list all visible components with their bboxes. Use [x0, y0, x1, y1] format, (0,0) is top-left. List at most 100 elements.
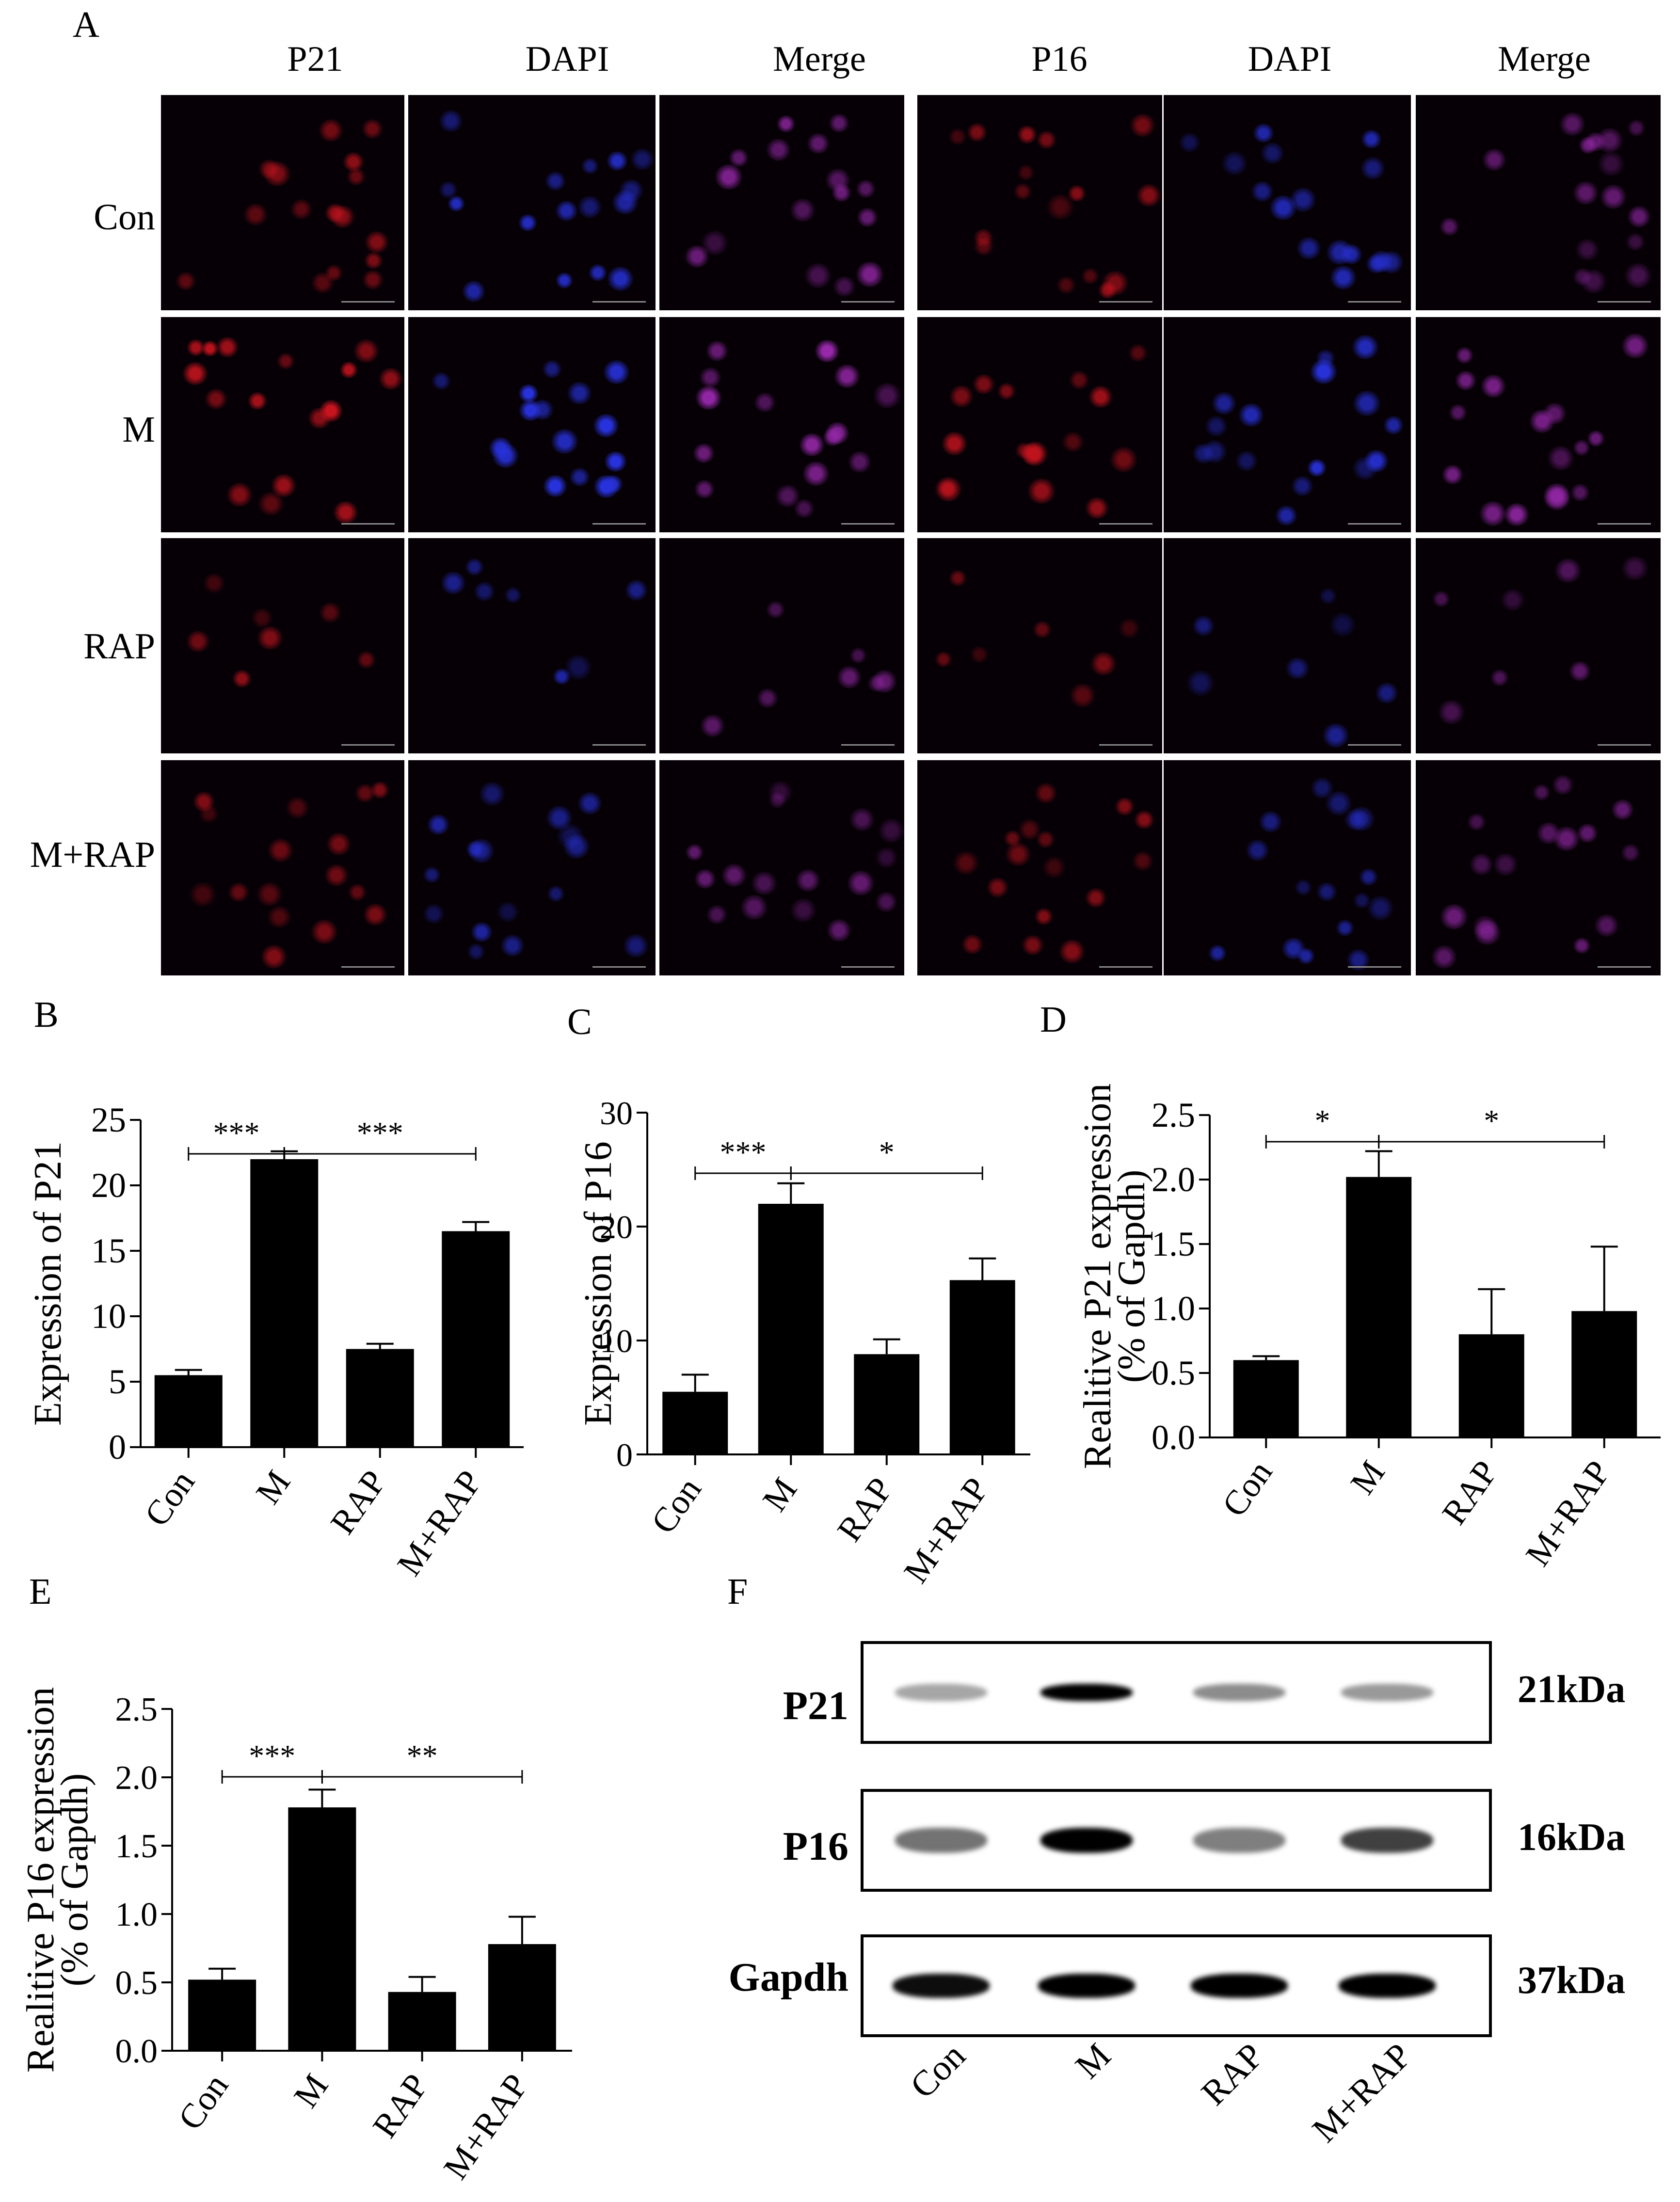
blot-label-p21: P21 [783, 1683, 848, 1728]
chart-c-x-tick-label: RAP [830, 1470, 900, 1548]
blot-band-gapdh-2 [1038, 1974, 1135, 1998]
chart-c-sig-label: * [879, 1135, 895, 1169]
micrograph-rap-col-4 [917, 538, 1162, 753]
kda-37: 37kDa [1518, 1959, 1626, 2002]
blot-band-p16-1 [895, 1828, 987, 1853]
chart-d-sig-label: * [1315, 1103, 1330, 1138]
chart-b-y-tick-label: 25 [91, 1101, 126, 1139]
panel-letter-d: D [1040, 999, 1067, 1040]
chart-c-y-tick-label: 30 [600, 1095, 633, 1132]
chart-c-sig-label: *** [720, 1135, 767, 1169]
micrograph-con-col-6 [1416, 95, 1661, 310]
col-header-p21: P21 [287, 39, 343, 79]
blot-strip-gapdh [861, 1934, 1492, 2037]
blot-band-p16-2 [1040, 1828, 1133, 1853]
chart-b-y-tick-label: 20 [91, 1166, 126, 1205]
chart-c-bar-3 [949, 1280, 1015, 1454]
chart-b-y-tick-label: 10 [91, 1297, 126, 1336]
chart-b-y-tick-label: 0 [109, 1428, 126, 1467]
chart-d-bar-0 [1233, 1360, 1299, 1437]
micrograph-rap-col-1 [161, 538, 404, 753]
chart-b-sig-label: *** [213, 1116, 260, 1150]
chart-b-bar-1 [250, 1159, 319, 1447]
blot-band-gapdh-4 [1339, 1974, 1436, 1998]
chart-d-bar-1 [1346, 1177, 1412, 1437]
chart-e-y-tick-label: 2.0 [115, 1759, 158, 1797]
col-header-dapi-1: DAPI [525, 39, 609, 79]
micrograph-con-col-2 [408, 95, 656, 310]
kda-21: 21kDa [1518, 1668, 1626, 1711]
kda-16: 16kDa [1518, 1816, 1626, 1859]
panel-letter-f: F [727, 1571, 748, 1612]
chart-d-y-tick-label: 0.0 [1152, 1418, 1195, 1457]
chart-b-x-tick-label: M+RAP [389, 1463, 489, 1582]
chart-e-y-tick-label: 2.5 [115, 1691, 158, 1728]
chart-c-y-axis-label: Expression of P16 [577, 1141, 620, 1426]
chart-e-x-tick-label: RAP [365, 2067, 436, 2145]
blot-band-p21-4 [1341, 1684, 1433, 1701]
micrograph-rap-col-3 [659, 538, 904, 753]
blot-strip-p21 [861, 1641, 1492, 1744]
chart-b-x-tick-label: RAP [323, 1463, 394, 1541]
micrograph-rap-col-6 [1416, 538, 1661, 753]
micrograph-rap-col-2 [408, 538, 656, 753]
chart-e-bar-0 [188, 1979, 256, 2051]
micrograph-m-rap-col-5 [1164, 760, 1411, 975]
chart-c-y-tick-label: 10 [600, 1323, 633, 1359]
micrograph-con-col-1 [161, 95, 404, 310]
chart-b-y-tick-label: 15 [91, 1231, 126, 1270]
chart-d-y-axis-label: Realitive P21 expression [1076, 1084, 1119, 1469]
chart-c-bar-1 [758, 1204, 824, 1454]
chart-d-bar-3 [1571, 1311, 1637, 1437]
chart-e-y-tick-label: 0.0 [115, 2033, 158, 2070]
chart-e-y-axis-label-2: (% of Gapdh) [53, 1773, 96, 1987]
chart-b-y-tick-label: 5 [109, 1362, 126, 1401]
micrograph-con-col-5 [1164, 95, 1411, 310]
micrograph-m-rap-col-6 [1416, 760, 1661, 975]
micrograph-m-col-3 [659, 317, 904, 532]
chart-e-bar-1 [288, 1807, 356, 2051]
col-header-p16: P16 [1031, 39, 1088, 79]
row-label-rap: RAP [83, 626, 155, 667]
chart-b-x-tick-label: M [248, 1463, 298, 1511]
chart-e-sig-label: ** [407, 1739, 438, 1773]
chart-b-bar-2 [346, 1349, 414, 1447]
micrograph-m-rap-col-4 [917, 760, 1162, 975]
panel-letter-b: B [34, 994, 59, 1035]
chart-b-bar-0 [154, 1375, 223, 1447]
chart-d-x-tick-label: M+RAP [1518, 1453, 1618, 1573]
chart-e-sig-label: *** [249, 1739, 295, 1773]
chart-e-x-tick-label: M+RAP [436, 2067, 536, 2186]
row-label-m-rap: M+RAP [30, 834, 155, 875]
panel-letter-e: E [29, 1571, 52, 1612]
chart-b-x-tick-label: Con [137, 1463, 202, 1533]
chart-e-x-tick-label: Con [171, 2067, 236, 2137]
micrograph-m-rap-col-1 [161, 760, 404, 975]
col-header-dapi-2: DAPI [1248, 39, 1332, 79]
micrograph-m-rap-col-3 [659, 760, 904, 975]
blot-band-gapdh-1 [893, 1974, 990, 1998]
panel-letter-a: A [73, 4, 99, 45]
chart-d-y-axis-label-2: (% of Gapdh) [1110, 1170, 1153, 1383]
chart-e-y-tick-label: 1.0 [115, 1896, 158, 1933]
chart-c-x-tick-label: M [755, 1470, 804, 1518]
chart-d-bar-2 [1458, 1334, 1524, 1437]
col-header-merge-2: Merge [1498, 39, 1591, 79]
chart-e-y-tick-label: 1.5 [115, 1828, 158, 1865]
blot-band-gapdh-3 [1191, 1974, 1288, 1998]
chart-d-sig-label: * [1484, 1103, 1499, 1138]
chart-b-sig-label: *** [357, 1116, 403, 1150]
micrograph-m-col-5 [1164, 317, 1411, 532]
blot-band-p21-1 [895, 1684, 987, 1701]
chart-c-y-tick-label: 20 [600, 1209, 633, 1245]
chart-c-x-tick-label: M+RAP [896, 1470, 996, 1590]
row-label-con: Con [94, 197, 155, 238]
chart-d-x-tick-label: RAP [1434, 1453, 1505, 1532]
micrograph-m-col-6 [1416, 317, 1661, 532]
chart-b-y-axis-label: Expression of P21 [27, 1141, 69, 1426]
chart-e-bar-3 [488, 1944, 556, 2051]
blot-band-p21-2 [1040, 1684, 1133, 1701]
blot-label-gapdh: Gapdh [728, 1955, 849, 2000]
panel-letter-c: C [567, 1002, 592, 1042]
